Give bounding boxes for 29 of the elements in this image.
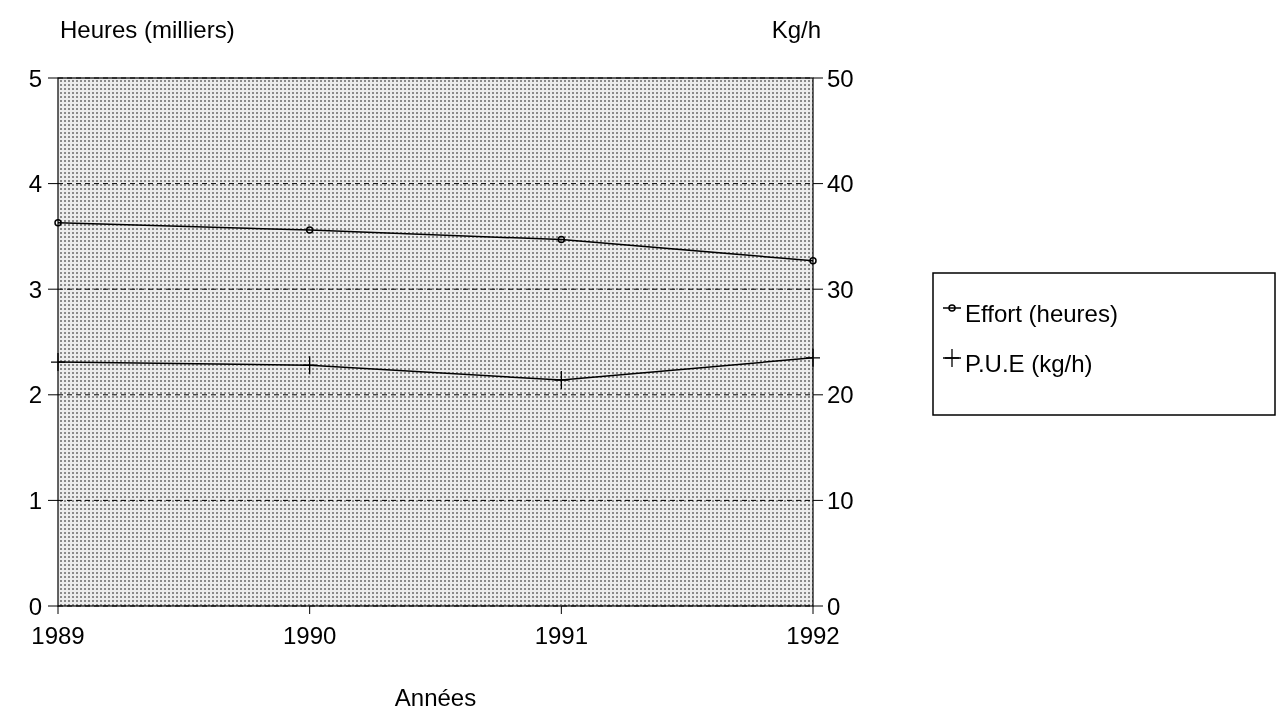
point <box>54 218 62 227</box>
y-tick-label: 4 <box>28 170 42 198</box>
y2-tick-label: 10 <box>827 486 854 514</box>
y2-tick-label: 50 <box>827 64 854 92</box>
point <box>805 348 821 368</box>
y2-tick-label: 30 <box>827 275 854 303</box>
y2-tick-label: 20 <box>827 381 854 409</box>
point <box>305 226 314 234</box>
y2-tick-label: 40 <box>827 170 854 198</box>
y-axis-title: Heures (milliers) <box>60 16 235 43</box>
point <box>553 370 569 390</box>
legend-label: P.U.E (kg/h) <box>965 350 1093 377</box>
y-tick-label: 0 <box>28 592 42 620</box>
x-tick-label: 1991 <box>534 622 589 649</box>
y-tick-label: 1 <box>28 486 42 514</box>
point <box>557 235 566 244</box>
y-tick-label: 3 <box>28 275 42 303</box>
x-axis-title: Années <box>394 684 477 711</box>
x-tick-label: 1990 <box>282 622 337 649</box>
point <box>302 355 318 375</box>
point <box>50 352 66 372</box>
y2-tick-label: 0 <box>827 592 841 620</box>
y2-axis-title: Kg/h <box>771 16 821 43</box>
point <box>809 256 817 265</box>
x-tick-label: 1989 <box>31 622 85 649</box>
y-tick-label: 5 <box>28 64 42 92</box>
x-tick-label: 1992 <box>786 622 840 649</box>
y-tick-label: 2 <box>28 381 42 409</box>
legend-label: Effort (heures) <box>965 300 1118 327</box>
